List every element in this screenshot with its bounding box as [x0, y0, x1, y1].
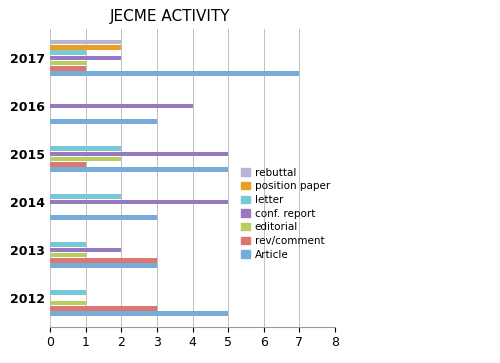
Bar — [50, 248, 121, 252]
Bar — [50, 290, 86, 295]
Bar — [50, 40, 121, 44]
Bar — [50, 103, 193, 108]
Bar — [50, 157, 121, 162]
Bar — [50, 56, 121, 60]
Bar — [50, 306, 157, 311]
Bar — [50, 167, 228, 172]
Bar — [50, 258, 157, 263]
Legend: rebuttal, position paper, letter, conf. report, editorial, rev/comment, Article: rebuttal, position paper, letter, conf. … — [241, 168, 330, 260]
Bar — [50, 264, 157, 268]
Bar — [50, 194, 121, 199]
Bar — [50, 50, 86, 55]
Bar — [50, 151, 228, 156]
Bar — [50, 146, 121, 151]
Bar — [50, 72, 300, 76]
Bar — [50, 200, 228, 204]
Bar — [50, 253, 86, 257]
Bar — [50, 119, 157, 124]
Bar — [50, 242, 86, 247]
Bar — [50, 301, 86, 306]
Bar — [50, 66, 86, 71]
Title: JECME ACTIVITY: JECME ACTIVITY — [110, 9, 230, 24]
Bar — [50, 61, 86, 65]
Bar — [50, 215, 157, 220]
Bar — [50, 311, 228, 316]
Bar — [50, 45, 121, 50]
Bar — [50, 162, 86, 167]
